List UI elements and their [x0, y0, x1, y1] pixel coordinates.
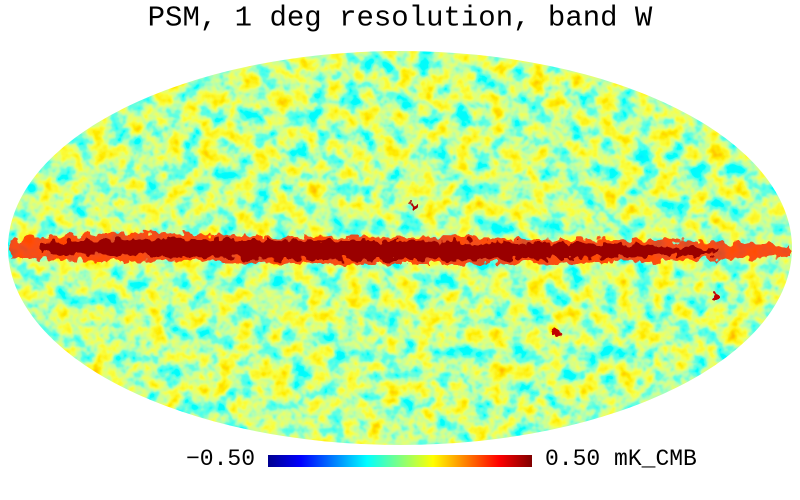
- colorbar-unit: mK_CMB: [614, 446, 697, 472]
- map-title: PSM, 1 deg resolution, band W: [148, 2, 653, 35]
- colorbar-max-label: 0.50 mK_CMB: [545, 446, 697, 472]
- colorbar-max-value: 0.50: [545, 446, 600, 472]
- colorbar-min-label: −0.50: [186, 446, 255, 472]
- colorbar: [268, 455, 532, 467]
- sky-map: [8, 51, 792, 445]
